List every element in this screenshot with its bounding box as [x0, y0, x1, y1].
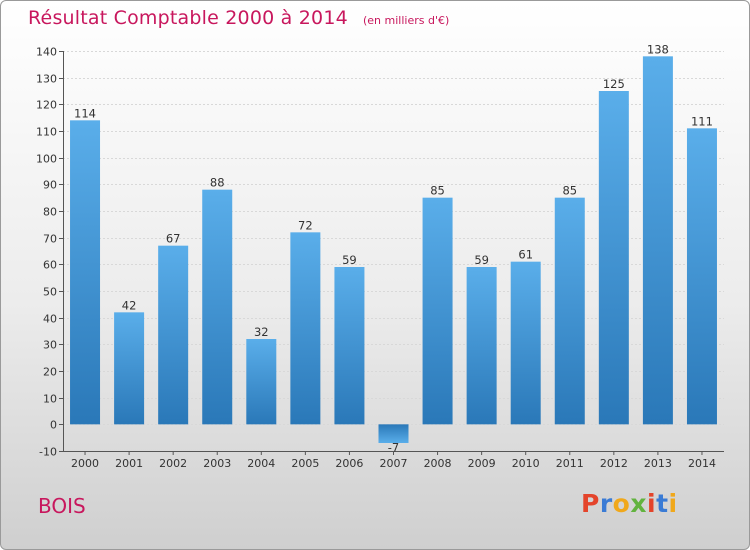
bar-2007 — [378, 424, 409, 443]
value-label-2011: 85 — [562, 184, 577, 198]
bar-2002 — [158, 245, 189, 425]
y-tick-label: 10 — [43, 393, 57, 406]
chart-subtitle: (en milliers d'€) — [362, 14, 450, 27]
value-labels: 114 42 67 88 32 72 59 -7 85 59 61 85 125 138 111 — [74, 42, 713, 454]
value-label-2000: 114 — [74, 106, 96, 120]
value-label-2002: 67 — [166, 232, 181, 246]
bars — [70, 56, 717, 443]
y-tick-label: -10 — [39, 446, 57, 459]
logo-letter: x — [630, 489, 647, 518]
bar-2006 — [334, 267, 365, 425]
x-tick-label: 2004 — [247, 457, 275, 470]
value-label-2003: 88 — [210, 176, 225, 190]
y-tick-label: 50 — [43, 286, 57, 299]
title-row: Résultat Comptable 2000 à 2014 (en milli… — [28, 7, 449, 29]
value-label-2004: 32 — [254, 325, 269, 339]
value-label-2014: 111 — [691, 114, 713, 128]
logo-letter: t — [656, 489, 669, 518]
y-tick-label: 30 — [43, 339, 57, 352]
value-label-2010: 61 — [518, 248, 533, 262]
axes: -10 0 10 20 30 40 50 60 70 80 90 100 110 120 130 140 200… — [36, 46, 724, 470]
x-tick-label: 2008 — [424, 457, 452, 470]
y-tick-label: 100 — [36, 153, 57, 166]
logo-letter: i — [668, 489, 678, 518]
bar-2003 — [202, 189, 233, 425]
x-tick-label: 2014 — [688, 457, 716, 470]
x-tick-label: 2000 — [71, 457, 99, 470]
value-label-2012: 125 — [603, 77, 625, 91]
value-label-2009: 59 — [474, 253, 489, 267]
value-label-2001: 42 — [122, 298, 137, 312]
y-tick-label: 0 — [50, 419, 57, 432]
proxiti-logo: Proxiti — [581, 489, 678, 518]
y-tick-label: 90 — [43, 179, 57, 192]
logo-letter: o — [612, 489, 631, 518]
x-tick-label: 2003 — [203, 457, 231, 470]
value-label-2008: 85 — [430, 184, 445, 198]
x-tick-label: 2011 — [556, 457, 584, 470]
y-tick-label: 130 — [36, 73, 57, 86]
bar-2000 — [70, 120, 101, 425]
bar-2013 — [642, 56, 673, 425]
x-tick-label: 2012 — [600, 457, 628, 470]
y-tick-label: 20 — [43, 366, 57, 379]
x-tick-label: 2009 — [468, 457, 496, 470]
chart-title: Résultat Comptable 2000 à 2014 — [28, 7, 348, 29]
value-label-2007: -7 — [388, 440, 399, 454]
bar-2014 — [686, 128, 717, 425]
x-tick-label: 2005 — [291, 457, 319, 470]
x-tick-label: 2002 — [159, 457, 187, 470]
logo-letter: P — [581, 489, 600, 518]
y-tick-label: 140 — [36, 46, 57, 59]
y-tick-label: 70 — [43, 233, 57, 246]
logo-letter: i — [647, 489, 657, 518]
bar-2005 — [290, 232, 321, 425]
y-tick-label: 80 — [43, 206, 57, 219]
bar-2001 — [114, 312, 145, 425]
value-label-2005: 72 — [298, 218, 313, 232]
bar-2009 — [466, 267, 497, 425]
bar-2011 — [554, 197, 585, 425]
y-tick-label: 120 — [36, 99, 57, 112]
value-label-2013: 138 — [647, 42, 669, 56]
logo-letter: r — [599, 489, 613, 518]
x-tick-label: 2013 — [644, 457, 672, 470]
x-tick-label: 2001 — [115, 457, 143, 470]
x-tick-label: 2007 — [380, 457, 408, 470]
y-tick-label: 110 — [36, 126, 57, 139]
x-tick-label: 2006 — [335, 457, 363, 470]
bar-2010 — [510, 261, 541, 425]
place-name: BOIS — [38, 494, 86, 518]
bar-2008 — [422, 197, 453, 425]
bar-2012 — [598, 91, 629, 425]
value-label-2006: 59 — [342, 253, 357, 267]
bar-2004 — [246, 339, 277, 425]
y-tick-label: 60 — [43, 259, 57, 272]
x-tick-label: 2010 — [512, 457, 540, 470]
y-tick-label: 40 — [43, 313, 57, 326]
